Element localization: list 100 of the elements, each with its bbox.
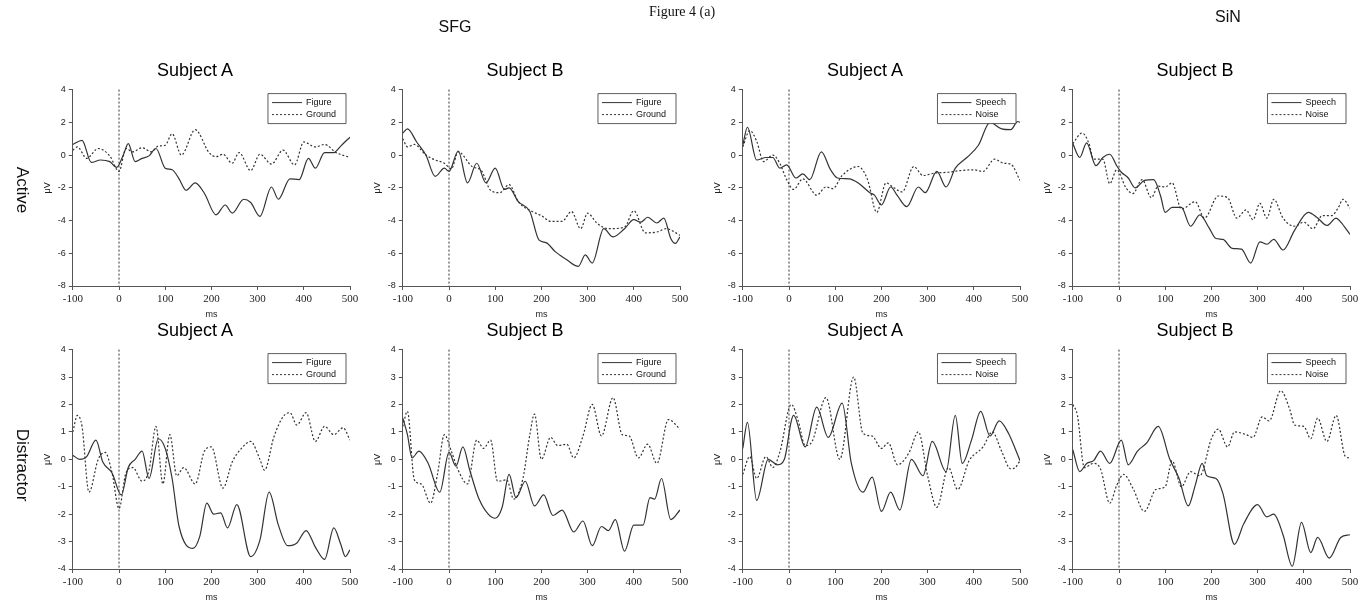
text: SiN	[1215, 8, 1241, 26]
y-tick-label: 4	[390, 84, 396, 95]
x-tick-label: 500	[1011, 292, 1029, 305]
y-axis-title: μV	[1041, 182, 1052, 194]
y-tick-label: 0	[60, 149, 66, 160]
x-tick-label: 300	[1249, 575, 1267, 588]
y-tick-label: 3	[60, 371, 66, 382]
chart-title: Subject A	[156, 319, 234, 340]
x-tick-label: 200	[873, 292, 891, 305]
x-tick-label: 0	[786, 292, 793, 305]
x-tick-label: 100	[1156, 575, 1174, 588]
y-tick-label: -8	[57, 280, 66, 291]
y-tick-label: -3	[57, 536, 66, 547]
y-tick-label: 0	[1060, 149, 1066, 160]
y-tick-label: 4	[1060, 84, 1066, 95]
y-tick-label: -2	[387, 508, 396, 519]
y-axis-title: μV	[41, 453, 52, 465]
x-tick-label: 100	[486, 575, 504, 588]
x-axis-title: ms	[875, 592, 888, 603]
y-tick-label: -4	[387, 563, 396, 574]
y-tick-label: 2	[1060, 116, 1066, 127]
chart-title: Subject A	[156, 59, 234, 80]
legend-label: Speech	[975, 357, 1007, 368]
x-tick-label: 300	[919, 575, 937, 588]
x-tick-label: 0	[116, 575, 123, 588]
y-tick-label: -2	[57, 508, 66, 519]
y-tick-label: 1	[1060, 426, 1066, 437]
legend-label: Noise	[1305, 109, 1329, 120]
y-tick-label: -1	[387, 481, 396, 492]
legend-label: Speech	[1305, 97, 1337, 108]
x-tick-label: -100	[392, 292, 414, 305]
x-tick-label: 400	[1295, 292, 1313, 305]
x-tick-label: 0	[446, 292, 453, 305]
x-tick-label: 400	[625, 575, 643, 588]
x-tick-label: 500	[1011, 575, 1029, 588]
y-tick-label: -1	[57, 481, 66, 492]
y-tick-label: -6	[387, 247, 396, 258]
y-axis-title: μV	[41, 182, 52, 194]
y-tick-label: 4	[390, 344, 396, 355]
x-tick-label: 0	[1116, 575, 1123, 588]
y-tick-label: 0	[390, 149, 396, 160]
y-tick-label: 2	[390, 116, 396, 127]
y-tick-label: -8	[727, 280, 736, 291]
x-tick-label: 400	[295, 292, 313, 305]
x-tick-label: -100	[62, 292, 84, 305]
text: Active	[12, 166, 32, 214]
y-tick-label: 4	[730, 344, 736, 355]
y-tick-label: -6	[57, 247, 66, 258]
y-tick-label: 4	[1060, 344, 1066, 355]
y-tick-label: 1	[60, 426, 66, 437]
y-tick-label: -4	[1057, 215, 1066, 226]
y-axis-title: μV	[1041, 453, 1052, 465]
legend-label: Speech	[1305, 357, 1337, 368]
y-tick-label: -6	[727, 247, 736, 258]
x-tick-label: 100	[826, 292, 844, 305]
y-tick-label: 4	[60, 344, 66, 355]
y-tick-label: -4	[387, 215, 396, 226]
y-tick-label: 0	[1060, 453, 1066, 464]
x-tick-label: 100	[156, 575, 174, 588]
y-tick-label: 0	[390, 453, 396, 464]
y-tick-label: 0	[60, 453, 66, 464]
x-tick-label: -100	[732, 292, 754, 305]
y-tick-label: 3	[1060, 371, 1066, 382]
x-tick-label: 200	[203, 292, 221, 305]
x-tick-label: 100	[486, 292, 504, 305]
x-tick-label: 200	[533, 575, 551, 588]
legend-label: Figure	[305, 97, 332, 108]
y-tick-label: -1	[1057, 481, 1066, 492]
x-tick-label: 100	[1156, 292, 1174, 305]
y-tick-label: -4	[57, 215, 66, 226]
chart-title: Subject B	[486, 319, 564, 340]
x-axis-title: ms	[1205, 592, 1218, 603]
x-axis-title: ms	[205, 592, 218, 603]
legend-label: Ground	[305, 109, 337, 120]
x-tick-label: 0	[116, 292, 123, 305]
y-axis-title: μV	[711, 182, 722, 194]
y-tick-label: -4	[57, 563, 66, 574]
y-tick-label: 2	[60, 116, 66, 127]
x-axis-title: ms	[205, 309, 218, 320]
caption: Figure 4 (a)	[648, 4, 716, 20]
x-tick-label: 200	[873, 575, 891, 588]
x-tick-label: 400	[625, 292, 643, 305]
x-tick-label: 500	[671, 292, 689, 305]
y-tick-label: -4	[727, 215, 736, 226]
x-tick-label: 400	[1295, 575, 1313, 588]
y-tick-label: 4	[730, 84, 736, 95]
legend-label: Figure	[635, 97, 662, 108]
y-tick-label: -2	[727, 182, 736, 193]
x-axis-title: ms	[535, 592, 548, 603]
x-tick-label: 300	[919, 292, 937, 305]
legend-label: Ground	[305, 369, 337, 380]
y-tick-label: 2	[1060, 398, 1066, 409]
y-tick-label: -2	[1057, 508, 1066, 519]
x-tick-label: -100	[62, 575, 84, 588]
y-tick-label: 1	[390, 426, 396, 437]
x-tick-label: -100	[732, 575, 754, 588]
x-tick-label: 300	[249, 575, 267, 588]
x-tick-label: 400	[965, 292, 983, 305]
x-tick-label: 0	[1116, 292, 1123, 305]
y-axis-title: μV	[371, 182, 382, 194]
